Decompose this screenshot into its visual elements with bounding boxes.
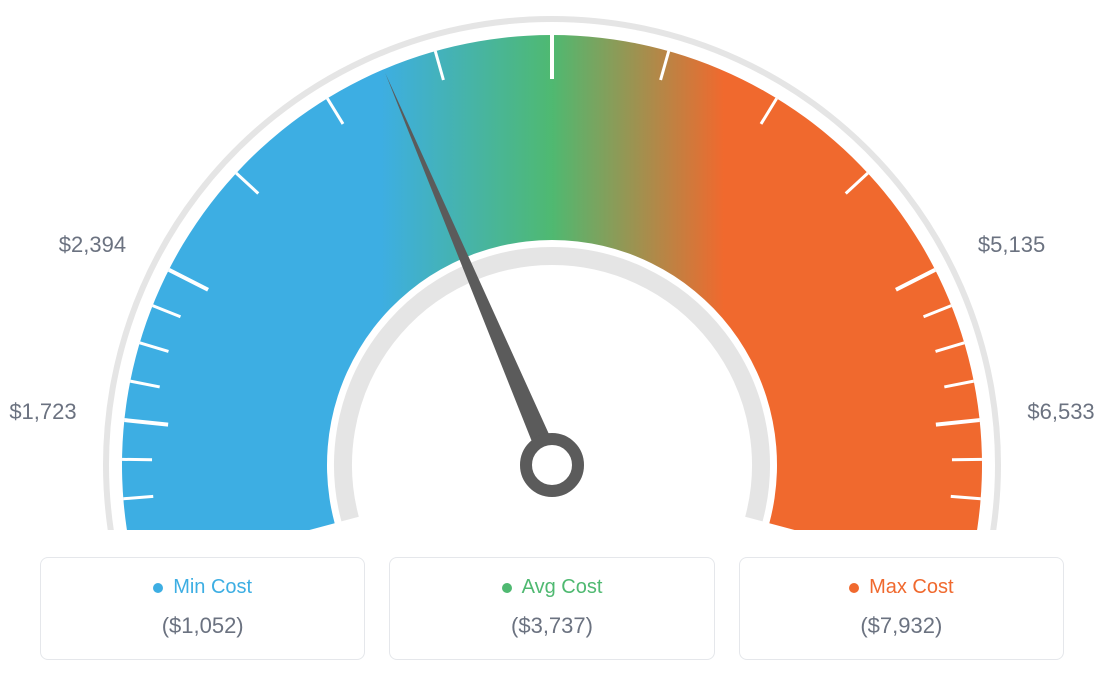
svg-text:$1,723: $1,723 — [9, 399, 76, 424]
avg-cost-value: ($3,737) — [400, 613, 703, 639]
max-cost-value: ($7,932) — [750, 613, 1053, 639]
svg-text:$6,533: $6,533 — [1027, 399, 1094, 424]
avg-cost-card: Avg Cost ($3,737) — [389, 557, 714, 660]
svg-text:$2,394: $2,394 — [59, 232, 126, 257]
svg-text:$5,135: $5,135 — [978, 232, 1045, 257]
dot-icon — [153, 583, 163, 593]
cost-gauge-infographic: $1,052$1,723$2,394$3,737$5,135$6,533$7,9… — [0, 0, 1104, 690]
min-cost-value: ($1,052) — [51, 613, 354, 639]
summary-cards: Min Cost ($1,052) Avg Cost ($3,737) Max … — [40, 557, 1064, 660]
min-cost-label: Min Cost — [173, 576, 252, 599]
max-cost-card: Max Cost ($7,932) — [739, 557, 1064, 660]
gauge-area: $1,052$1,723$2,394$3,737$5,135$6,533$7,9… — [0, 0, 1104, 530]
avg-cost-label: Avg Cost — [522, 576, 603, 599]
min-cost-title: Min Cost — [153, 576, 252, 599]
min-cost-card: Min Cost ($1,052) — [40, 557, 365, 660]
max-cost-title: Max Cost — [849, 576, 953, 599]
dot-icon — [502, 583, 512, 593]
gauge-svg: $1,052$1,723$2,394$3,737$5,135$6,533$7,9… — [0, 0, 1104, 530]
avg-cost-title: Avg Cost — [502, 576, 603, 599]
max-cost-label: Max Cost — [869, 576, 953, 599]
dot-icon — [849, 583, 859, 593]
